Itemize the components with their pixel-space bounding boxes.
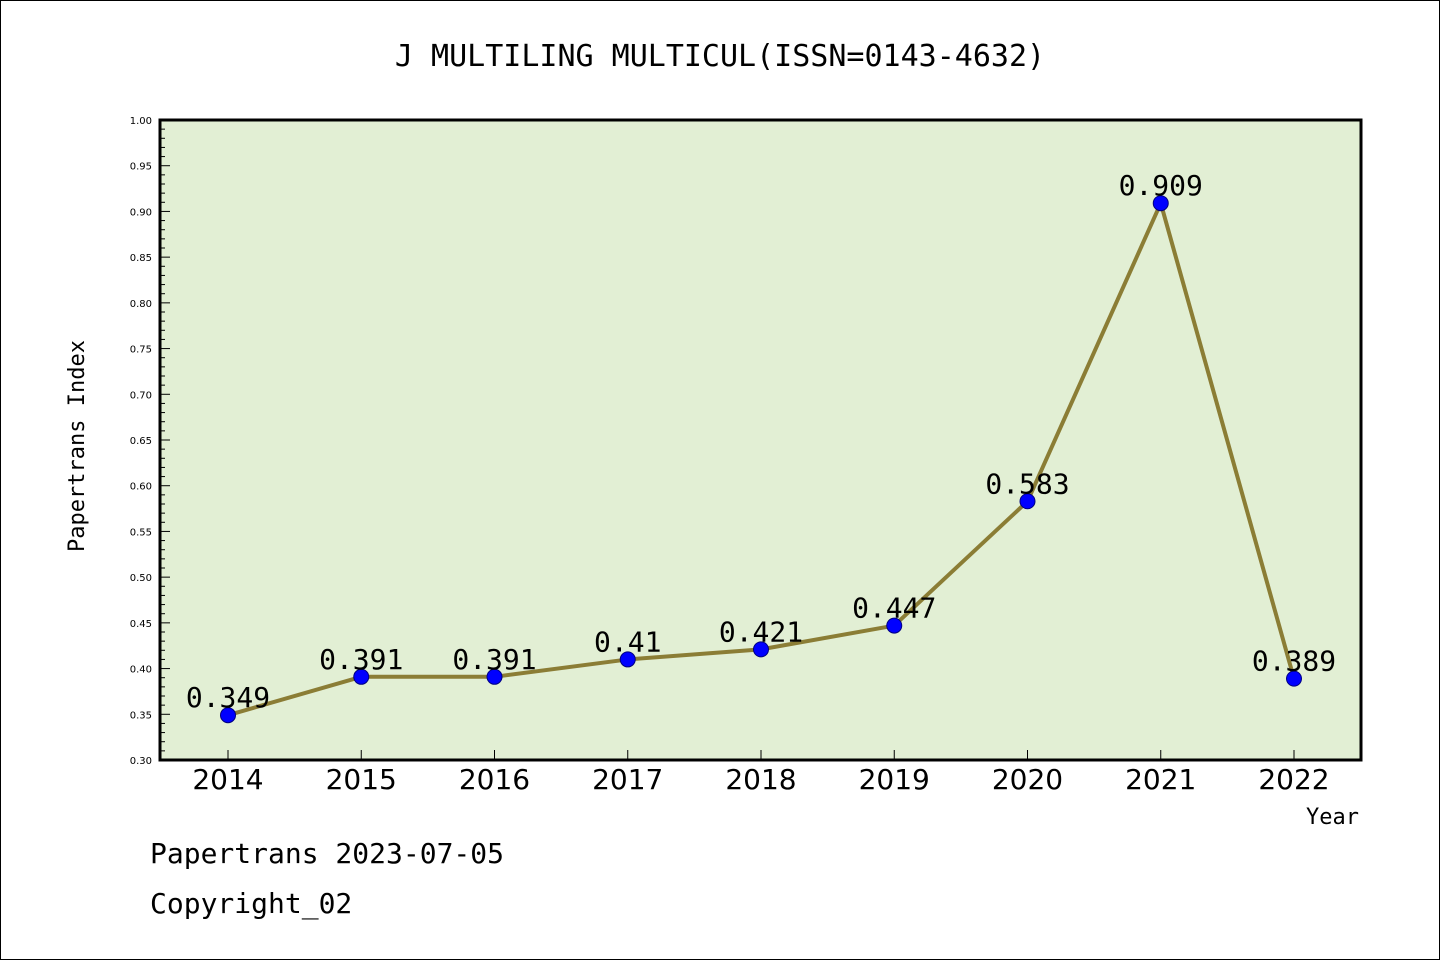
data-markers [220,195,1302,724]
x-tick-label: 2021 [1125,763,1196,796]
chart-title: J MULTILING MULTICUL(ISSN=0143-4632) [395,39,1045,74]
data-labels: 0.349 0.391 0.391 0.41 0.421 0.447 0.583 0.909 0… [186,169,1336,714]
data-point [753,641,769,658]
y-tick-label: 1.00 [130,116,152,127]
x-tick-label: 2014 [192,763,263,796]
y-tick-label: 0.70 [130,390,152,401]
x-tick-label: 2022 [1258,763,1329,796]
data-label: 0.391 [319,643,403,676]
data-point [619,651,636,668]
data-label: 0.349 [186,681,270,714]
footer-copyright: Copyright_02 [150,887,352,921]
data-point [1019,493,1036,510]
data-label: 0.391 [452,643,536,676]
y-tick-label: 0.80 [130,299,152,310]
x-tick-label: 2015 [326,763,397,796]
data-point [1286,670,1302,687]
data-point [1152,195,1169,212]
data-label: 0.909 [1119,169,1203,202]
y-tick-label: 0.95 [130,162,152,173]
y-tick-label: 0.65 [130,436,152,447]
y-tick-label: 0.35 [130,710,152,721]
plot-border [158,118,1363,762]
footer-date: Papertrans 2023-07-05 [150,837,504,870]
data-label: 0.421 [719,615,803,648]
data-label: 0.447 [852,592,936,625]
data-label: 0.41 [594,625,661,658]
y-tick-label: 0.30 [130,756,152,767]
y-tick-label: 0.55 [130,527,152,538]
y-axis-ticks: 0.30 0.35 0.40 0.45 0.50 0.55 0.60 0.65 0.70 0.75… [130,116,170,767]
y-tick-label: 0.75 [130,345,152,356]
y-tick-label: 0.50 [130,573,152,584]
data-point [353,668,370,685]
y-tick-label: 0.40 [130,665,152,676]
y-tick-label: 0.90 [130,207,152,218]
y-axis-label: Papertrans Index [65,340,90,552]
x-tick-label: 2020 [992,763,1063,796]
y-tick-label: 0.85 [130,253,152,264]
x-tick-label: 2016 [459,763,530,796]
data-label: 0.583 [985,467,1069,500]
data-point [886,617,903,634]
x-tick-label: 2019 [859,763,930,796]
data-point [220,707,236,724]
y-tick-label: 0.60 [130,482,152,493]
y-tick-label: 0.45 [130,619,152,630]
data-point [486,668,503,685]
x-tick-label: 2017 [592,763,663,796]
data-label: 0.389 [1252,645,1336,678]
x-axis-label: Year [1306,805,1359,830]
x-axis-ticks: 2014 2015 2016 2017 2018 2019 2020 2021 2022 [192,750,1330,796]
x-tick-label: 2018 [725,763,796,796]
